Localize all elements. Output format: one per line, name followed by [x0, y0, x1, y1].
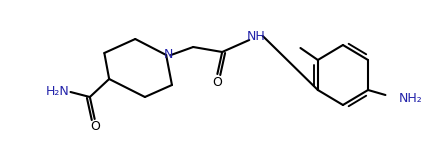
Text: O: O	[212, 76, 222, 88]
Text: H₂N: H₂N	[46, 85, 70, 97]
Text: O: O	[91, 121, 101, 133]
Text: NH: NH	[246, 30, 265, 42]
Text: N: N	[163, 47, 173, 61]
Text: NH₂: NH₂	[399, 91, 423, 105]
